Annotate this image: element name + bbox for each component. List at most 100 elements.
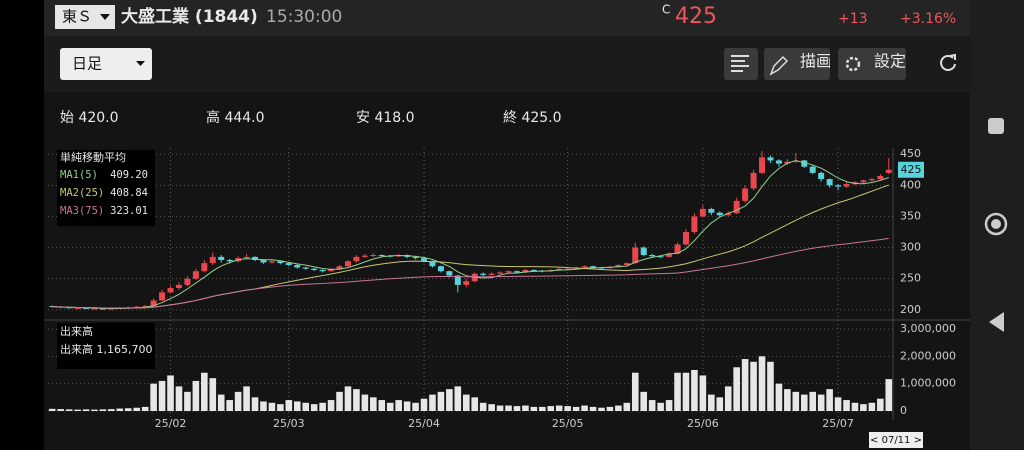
candle-body [268,261,275,263]
nav-back[interactable] [989,312,1004,332]
cursor-date-box[interactable] [869,432,923,448]
volume-bar [91,409,98,411]
volume-bar [310,404,318,411]
volume-bar [479,402,487,411]
draw-label: 描画 [800,52,832,71]
volume-bar [158,380,166,411]
volume-bar [648,400,656,411]
candle-body [150,300,157,307]
y-tick-label: 450 [900,147,921,160]
price-prefix: C [662,3,670,17]
candle-body [99,308,106,310]
candle-body [353,256,360,262]
candle-body [175,284,182,288]
period-select[interactable] [60,48,152,80]
volume-bar [378,400,386,411]
ohlc-open: 始 420.0 [60,110,119,126]
x-tick-label: 25/07 [822,417,854,430]
ma-legend-title: 単純移動平均 [60,150,126,164]
candle-body [192,271,199,279]
candle-body [328,269,335,272]
refresh-icon[interactable] [940,55,956,71]
volume-bar [758,356,766,411]
candle-body [159,292,166,301]
candle-body [49,306,56,308]
volume-bar [217,394,225,411]
volume-bar [48,408,56,411]
dropdown-icon [136,61,145,66]
candle-body [142,306,149,308]
volume-bar [420,398,428,411]
candle-body [226,260,233,262]
candle-body [201,263,208,272]
volume-bar [539,406,546,411]
candle-body [294,264,301,268]
v-tick-label: 2,000,000 [900,349,956,362]
settings-button[interactable] [838,48,906,80]
candle-body [632,247,639,264]
candle-body [167,288,174,293]
volume-bar [547,406,555,411]
volume-bar [57,409,64,411]
volume-bar [589,406,597,411]
volume-bar [834,397,842,411]
volume-bar [167,375,174,411]
draw-button[interactable] [764,48,830,80]
volume-bar [201,372,208,411]
nav-recent[interactable] [988,118,1004,134]
volume-bar [724,386,732,411]
v-tick-label: 3,000,000 [900,322,956,335]
cursor-date: < 07/11 > [870,435,922,446]
candle-body [412,256,419,259]
candle-body [361,255,368,257]
candle-body [454,275,461,285]
candle-body [108,308,115,310]
nav-home-dot [991,219,1001,229]
volume-bar [708,394,715,411]
volume-bar [606,406,614,411]
volume-bar [302,402,310,411]
candle-body [835,185,842,187]
candle-body [530,269,537,271]
volume-bar [699,375,707,411]
volume-bar [108,409,115,411]
volume-bar [496,405,504,411]
volume-bar [277,404,284,411]
volume-bar [82,409,90,411]
time: 15:30:00 [266,7,342,27]
volume-bar [792,391,800,411]
volume-bar [657,402,664,411]
gear-icon [845,56,861,72]
volume-bar [555,405,563,411]
candle-body [784,161,791,164]
candle-body [319,269,326,272]
ma-legend-value: 323.01 [110,205,148,217]
indicator-button[interactable] [724,48,758,80]
volume-bar [767,361,774,411]
volume-bar [741,359,749,411]
candle-body [480,273,487,275]
volume-bar [809,391,817,411]
candle-body [243,256,250,259]
x-tick-label: 25/03 [273,417,305,430]
candle-body [421,258,428,262]
candle-body [285,263,292,265]
candle-body [885,169,892,173]
volume-bar [243,386,250,411]
volume-bar [775,383,783,411]
candle-body [699,208,706,217]
ma-legend-label: MA3(75) [60,205,104,217]
price: 425 [675,4,717,29]
candle-body [826,179,833,186]
volume-bar [817,394,825,411]
ohlc-low: 安 418.0 [356,110,415,126]
candle-body [691,216,698,232]
x-tick-label: 25/05 [552,417,584,430]
nav-home[interactable] [984,212,1008,236]
volume-bar [251,397,259,411]
volume-bar [99,409,107,411]
last-price-label: 425 [901,163,922,176]
candle-body [302,267,309,269]
candle-body [370,255,377,257]
